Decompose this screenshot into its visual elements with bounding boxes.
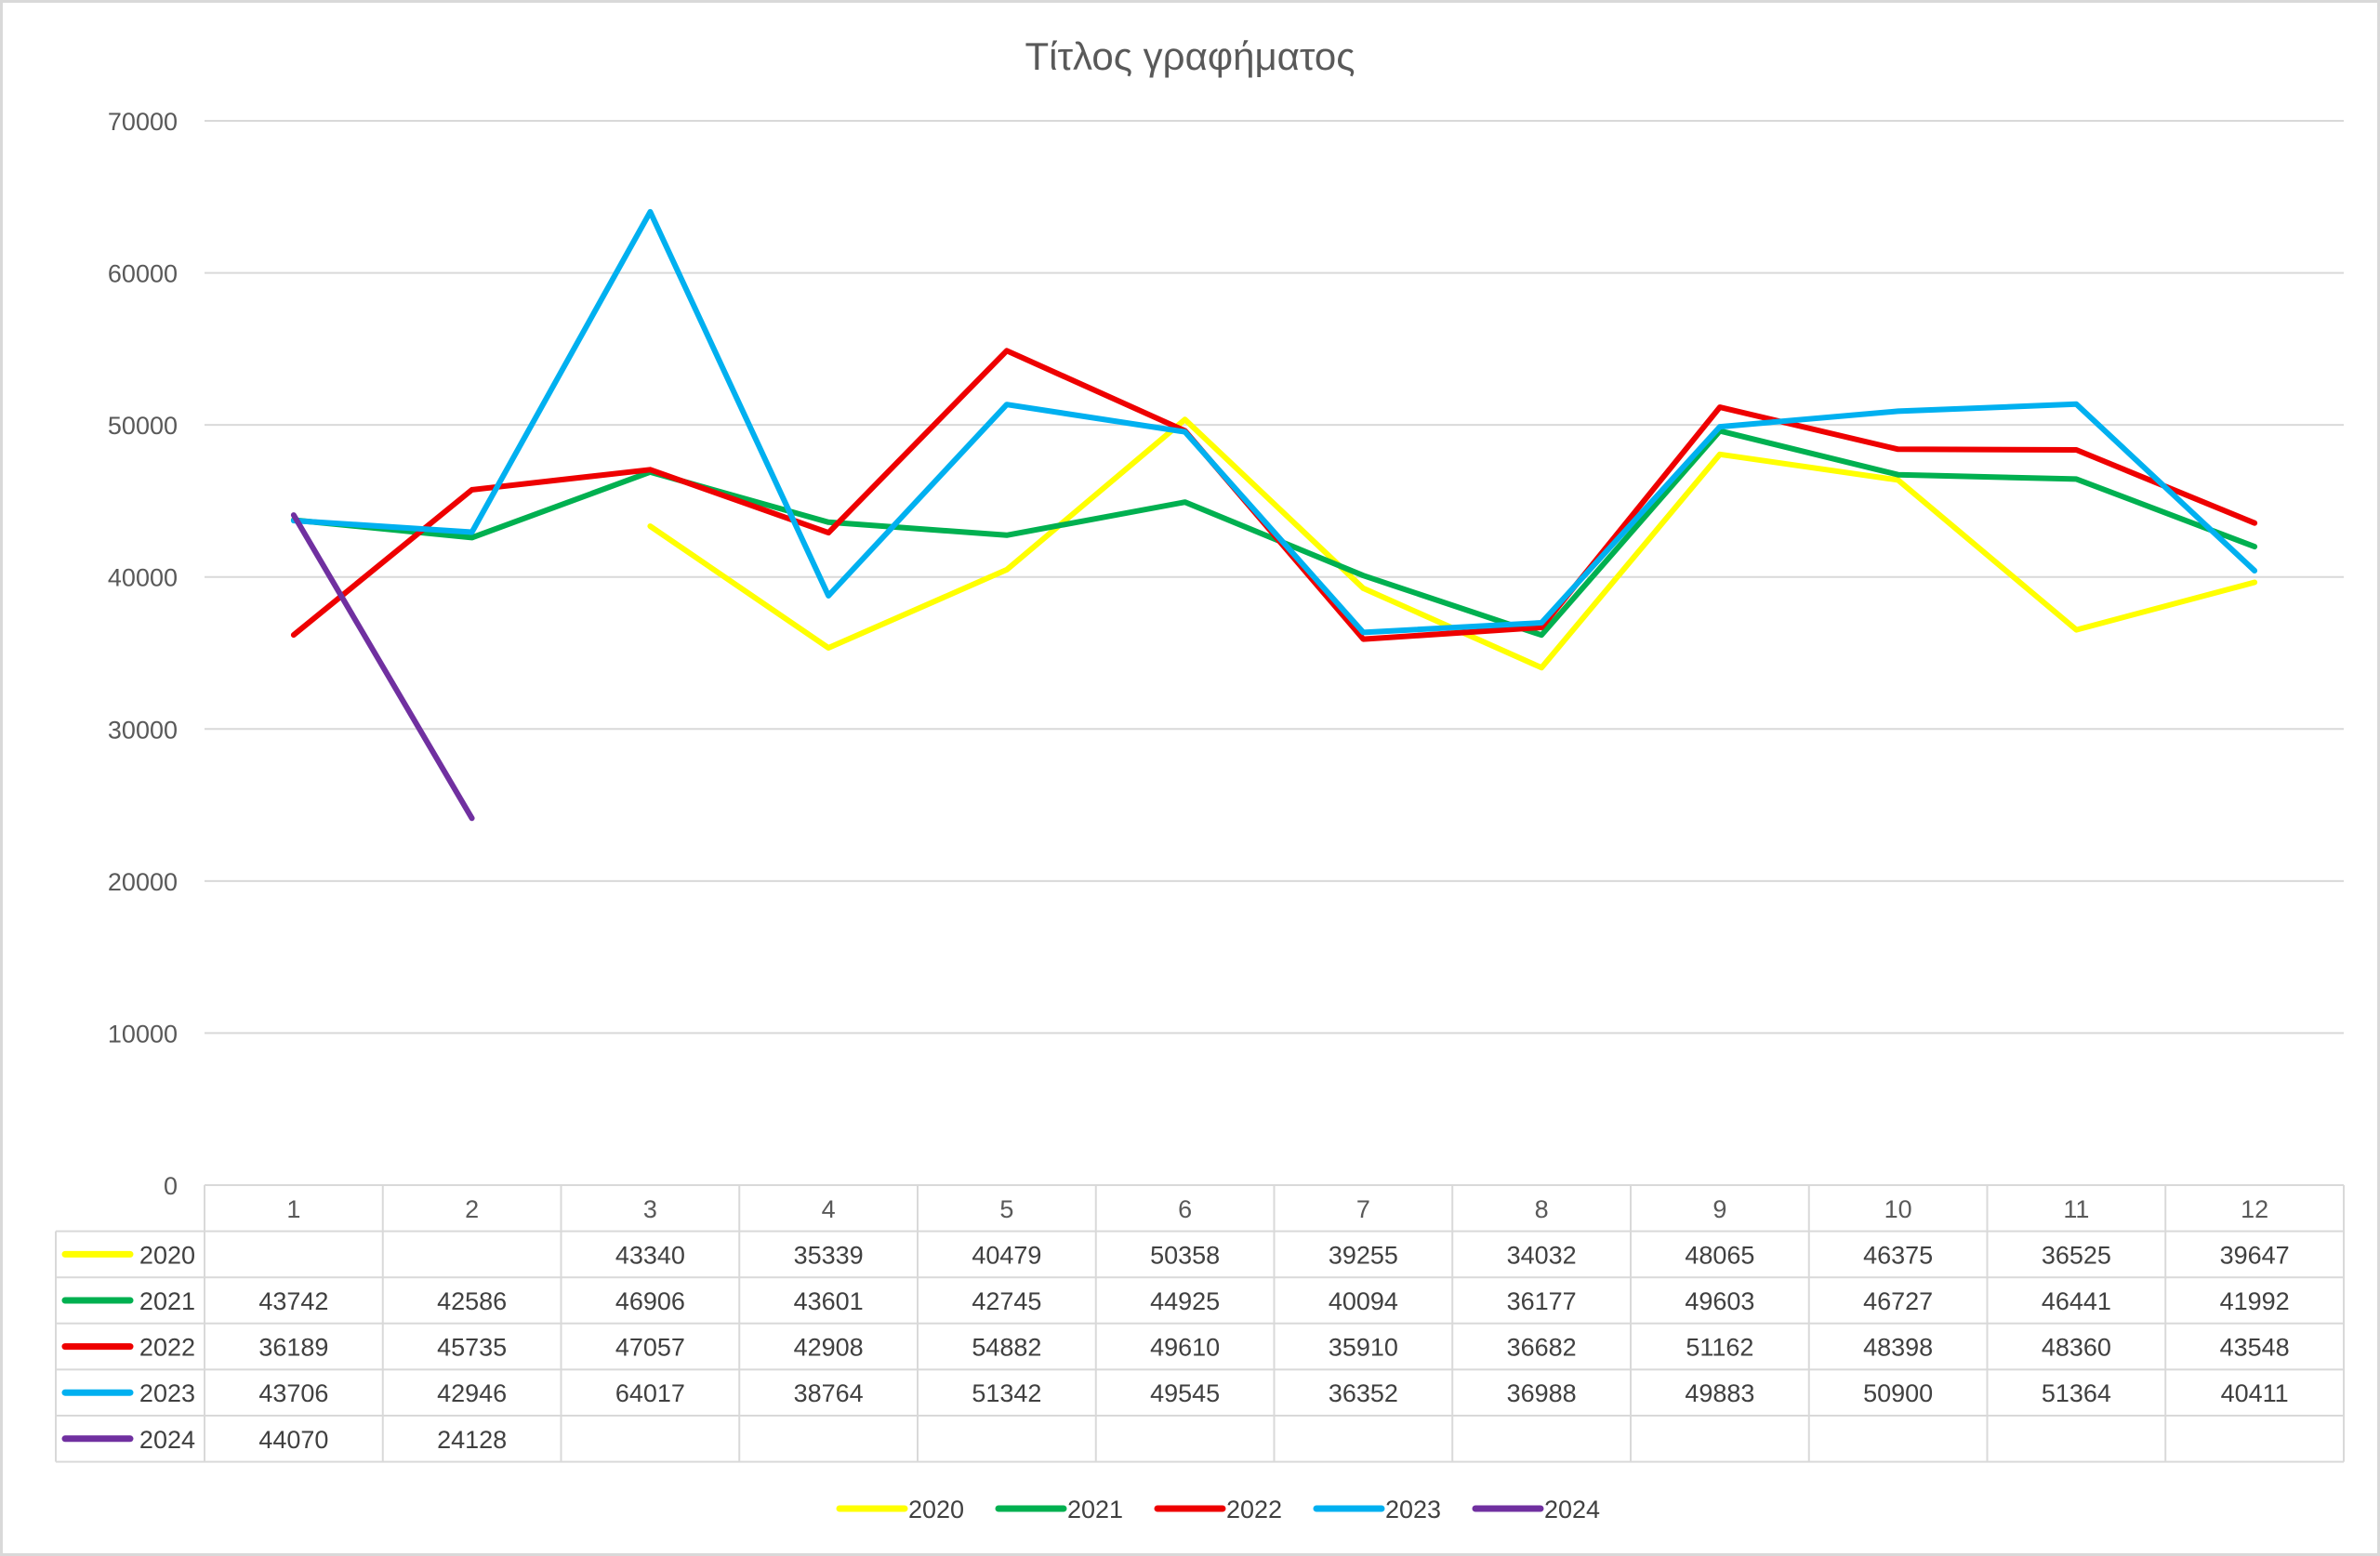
- data-label: 46906: [615, 1287, 685, 1315]
- data-label: 44925: [1150, 1287, 1220, 1315]
- data-label: 46441: [2042, 1287, 2111, 1315]
- data-label: 51162: [1686, 1334, 1753, 1362]
- data-label: 51364: [2042, 1379, 2111, 1407]
- data-label: 42908: [794, 1334, 864, 1362]
- data-label: 49883: [1685, 1379, 1754, 1407]
- data-label: 45735: [437, 1334, 507, 1362]
- data-label: 36988: [1507, 1379, 1577, 1407]
- data-label: 43548: [2220, 1334, 2290, 1362]
- legend-item-label: 2023: [1385, 1496, 1441, 1523]
- legend-item-label: 2022: [1226, 1496, 1282, 1523]
- data-label: 47057: [615, 1334, 685, 1362]
- y-tick-label: 30000: [108, 716, 178, 744]
- data-label: 49603: [1685, 1287, 1754, 1315]
- x-tick-label: 12: [2241, 1195, 2268, 1223]
- x-tick-label: 1: [286, 1195, 300, 1223]
- legend-item-label: 2021: [1067, 1496, 1123, 1523]
- x-tick-label: 8: [1535, 1195, 1549, 1223]
- x-tick-label: 7: [1356, 1195, 1370, 1223]
- table-row-label: 2020: [139, 1241, 195, 1269]
- series-lines: [290, 208, 2258, 822]
- data-label: 36682: [1507, 1334, 1577, 1362]
- data-label: 49545: [1150, 1379, 1220, 1407]
- x-tick-label: 9: [1712, 1195, 1726, 1223]
- y-tick-label: 20000: [108, 868, 178, 896]
- y-axis-ticks: 0 10000 20000 30000 40000 50000 60000 70000: [108, 108, 178, 1200]
- y-tick-label: 50000: [108, 412, 178, 440]
- data-label: 42586: [437, 1287, 507, 1315]
- data-label: 34032: [1507, 1241, 1577, 1269]
- data-label: 43706: [258, 1379, 328, 1407]
- y-tick-label: 0: [164, 1172, 178, 1200]
- data-label: 39255: [1329, 1241, 1398, 1269]
- table-row-label: 2023: [139, 1379, 195, 1407]
- y-tick-label: 40000: [108, 564, 178, 592]
- data-label: 40094: [1329, 1287, 1398, 1315]
- data-label: 51342: [972, 1379, 1041, 1407]
- data-label: 43742: [258, 1287, 328, 1315]
- y-tick-label: 60000: [108, 260, 178, 288]
- data-label: 41992: [2220, 1287, 2290, 1315]
- table-row-label: 2021: [139, 1287, 195, 1315]
- data-label: 36177: [1507, 1287, 1577, 1315]
- data-label: 46727: [1863, 1287, 1933, 1315]
- chart-title: Τίτλος γραφήματος: [1025, 34, 1355, 78]
- data-label: 36352: [1329, 1379, 1398, 1407]
- data-label: 48065: [1685, 1241, 1754, 1269]
- x-tick-label: 10: [1884, 1195, 1912, 1223]
- data-label: 46375: [1863, 1241, 1933, 1269]
- gridlines: [205, 120, 2344, 1186]
- x-tick-label: 4: [822, 1195, 836, 1223]
- data-label: 40479: [972, 1241, 1041, 1269]
- line-chart: Τίτλος γραφήματος 0 10000 20000 30000 40000 5…: [55, 34, 2345, 1523]
- x-tick-label: 2: [465, 1195, 479, 1223]
- table-row-label: 2024: [139, 1426, 195, 1454]
- data-label: 64017: [615, 1379, 685, 1407]
- data-label: 43601: [794, 1287, 864, 1315]
- table-row-label: 2022: [139, 1334, 195, 1362]
- data-label: 50900: [1863, 1379, 1933, 1407]
- series-line-2020: [647, 416, 2258, 671]
- x-tick-label: 5: [999, 1195, 1013, 1223]
- legend: 2020 2021 2022 2023 2024: [836, 1496, 1600, 1523]
- data-label: 35910: [1329, 1334, 1398, 1362]
- data-label: 39647: [2220, 1241, 2290, 1269]
- data-label: 43340: [615, 1241, 685, 1269]
- x-tick-label: 3: [643, 1195, 657, 1223]
- data-label: 24128: [437, 1426, 507, 1454]
- data-label: 40411: [2221, 1379, 2289, 1407]
- series-line-2024: [290, 512, 475, 822]
- data-label: 50358: [1150, 1241, 1220, 1269]
- data-label: 54882: [972, 1334, 1041, 1362]
- series-line-2023: [290, 208, 2258, 636]
- legend-item-label: 2020: [908, 1496, 964, 1523]
- data-label: 48398: [1863, 1334, 1933, 1362]
- x-tick-label: 6: [1178, 1195, 1192, 1223]
- data-label: 44070: [258, 1426, 328, 1454]
- y-tick-label: 10000: [108, 1020, 178, 1048]
- x-tick-label: 11: [2063, 1195, 2089, 1223]
- data-label: 36189: [258, 1334, 328, 1362]
- data-label: 36525: [2042, 1241, 2111, 1269]
- data-label: 42946: [437, 1379, 507, 1407]
- data-label: 35339: [794, 1241, 864, 1269]
- data-label: 49610: [1150, 1334, 1220, 1362]
- y-tick-label: 70000: [108, 108, 178, 136]
- data-label: 48360: [2042, 1334, 2111, 1362]
- data-label: 42745: [972, 1287, 1041, 1315]
- legend-item-label: 2024: [1544, 1496, 1600, 1523]
- data-label: 38764: [794, 1379, 864, 1407]
